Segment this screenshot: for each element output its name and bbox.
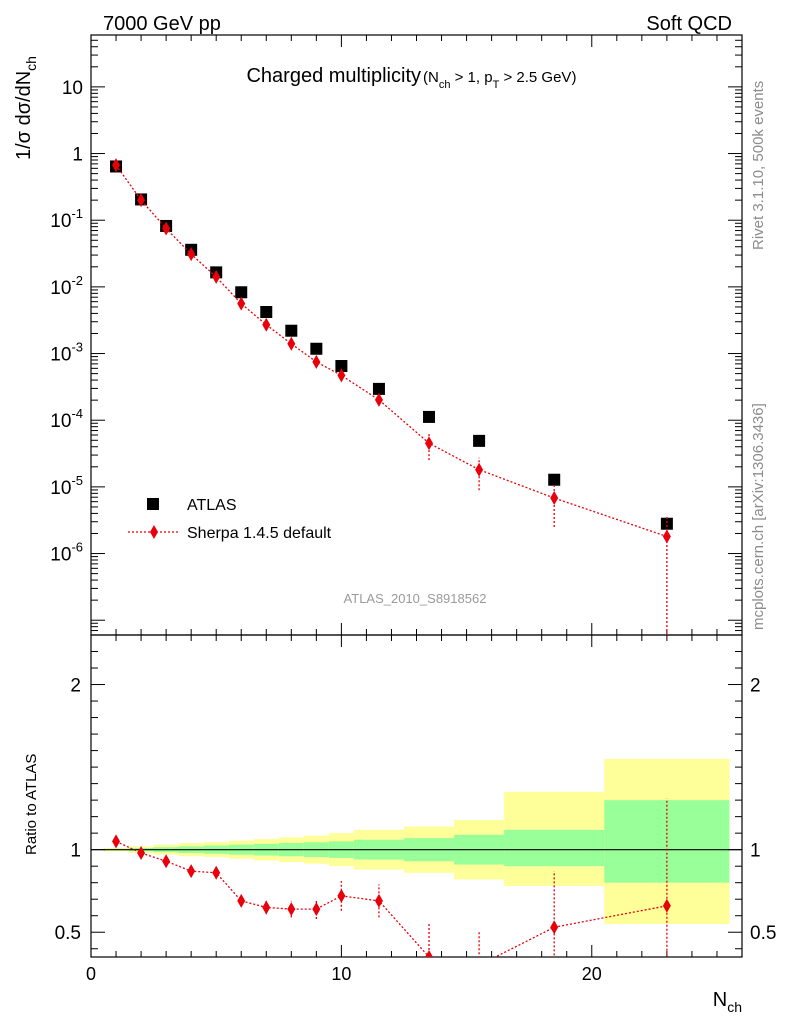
sherpa-data-point xyxy=(550,491,559,506)
atlas-data-point xyxy=(285,324,298,337)
sherpa-data-point xyxy=(662,529,671,544)
side-version-label: Rivet 3.1.10, 500k events xyxy=(750,81,767,250)
ratio-data-point xyxy=(312,902,321,917)
inner-band-bin xyxy=(504,829,605,867)
header-category-label: Soft QCD xyxy=(646,13,732,35)
upper-y-tick-label: 10-6 xyxy=(50,540,83,566)
sherpa-data-point xyxy=(162,221,171,236)
upper-title: Charged multiplicity xyxy=(246,65,421,87)
sherpa-data-point xyxy=(425,436,434,451)
ratio-data-point xyxy=(112,834,121,849)
sherpa-data-point xyxy=(262,317,271,332)
ratio-data-point xyxy=(137,845,146,860)
upper-y-tick-label: 10-3 xyxy=(50,340,83,366)
legend-atlas-marker xyxy=(147,498,159,510)
lower-y-tick-label-right: 0.5 xyxy=(750,923,776,944)
sherpa-data-point xyxy=(287,336,296,351)
ratio-data-point xyxy=(550,920,559,935)
sherpa-data-point xyxy=(374,392,383,407)
atlas-data-point xyxy=(235,286,248,299)
upper-y-tick-label: 10-4 xyxy=(50,406,83,432)
ratio-data-point xyxy=(187,864,196,879)
upper-y-tick-label: 10-1 xyxy=(50,206,83,232)
sherpa-data-point xyxy=(337,368,346,383)
upper-y-tick-label: 10 xyxy=(62,78,83,99)
upper-title-subtitle: (Nch > 1, pT > 2.5 GeV) xyxy=(423,69,576,91)
ratio-data-point xyxy=(475,958,483,972)
lower-y-tick-label-right: 1 xyxy=(750,841,761,862)
atlas-data-point xyxy=(548,473,561,486)
analysis-reference-label: ATLAS_2010_S8918562 xyxy=(344,591,487,606)
x-tick-label: 0 xyxy=(86,964,96,984)
legend: ATLAS Sherpa 1.4.5 default xyxy=(128,497,332,542)
sherpa-data-point xyxy=(112,158,121,173)
ratio-data-point xyxy=(262,900,271,915)
lower-y-tick-label: 0.5 xyxy=(55,923,81,944)
upper-frame xyxy=(90,34,743,636)
sherpa-data-point xyxy=(212,269,221,284)
atlas-data-point xyxy=(335,360,348,373)
x-tick-label: 20 xyxy=(582,964,602,984)
atlas-data-point xyxy=(423,410,436,423)
ratio-data-point xyxy=(162,854,171,869)
sherpa-line xyxy=(115,164,668,538)
atlas-data-point xyxy=(660,517,673,530)
atlas-data-point xyxy=(260,305,273,318)
sherpa-data-point xyxy=(137,193,146,208)
sherpa-data-point xyxy=(312,354,321,369)
legend-atlas-label: ATLAS xyxy=(187,497,237,514)
ratio-layer xyxy=(112,798,671,972)
ratio-data-point xyxy=(337,888,346,903)
atlas-data-point xyxy=(310,342,323,355)
upper-y-axis-label: 1/σ dσ/dNch xyxy=(13,56,39,160)
upper-y-tick-label: 10-5 xyxy=(50,473,83,499)
ratio-data-point xyxy=(425,950,434,957)
legend-sherpa-label: Sherpa 1.4.5 default xyxy=(187,525,332,542)
upper-y-tick-label: 10-2 xyxy=(50,273,83,299)
x-axis-label: Nch xyxy=(713,989,742,1015)
ratio-data-point xyxy=(287,902,296,917)
lower-y-tick-label: 1 xyxy=(70,841,81,862)
side-site-label: mcplots.cern.ch [arXiv:1306.3436] xyxy=(750,403,767,630)
lower-y-tick-label: 2 xyxy=(70,676,81,697)
header-energy-label: 7000 GeV pp xyxy=(103,13,221,35)
upper-y-tick-label: 1 xyxy=(72,145,83,166)
chart-marks: 0 10 20 10-6 10-5 10-4 10-3 10-2 10-1 1 10 0.5 0.5 1 1… xyxy=(50,34,776,984)
atlas-data-point xyxy=(473,434,486,447)
atlas-data-point xyxy=(372,382,385,395)
ratio-data-point xyxy=(237,893,246,908)
ratio-data-point xyxy=(212,865,221,880)
legend-sherpa-marker xyxy=(150,525,158,539)
sherpa-data-point xyxy=(237,296,246,311)
lower-y-tick-label-right: 2 xyxy=(750,676,761,697)
ratio-data-point xyxy=(662,898,671,913)
sherpa-data-point xyxy=(187,247,196,262)
sherpa-data-point xyxy=(475,462,484,477)
lower-y-axis-label: Ratio to ATLAS xyxy=(23,754,40,855)
x-tick-label: 10 xyxy=(331,964,351,984)
ratio-data-point xyxy=(374,893,383,908)
